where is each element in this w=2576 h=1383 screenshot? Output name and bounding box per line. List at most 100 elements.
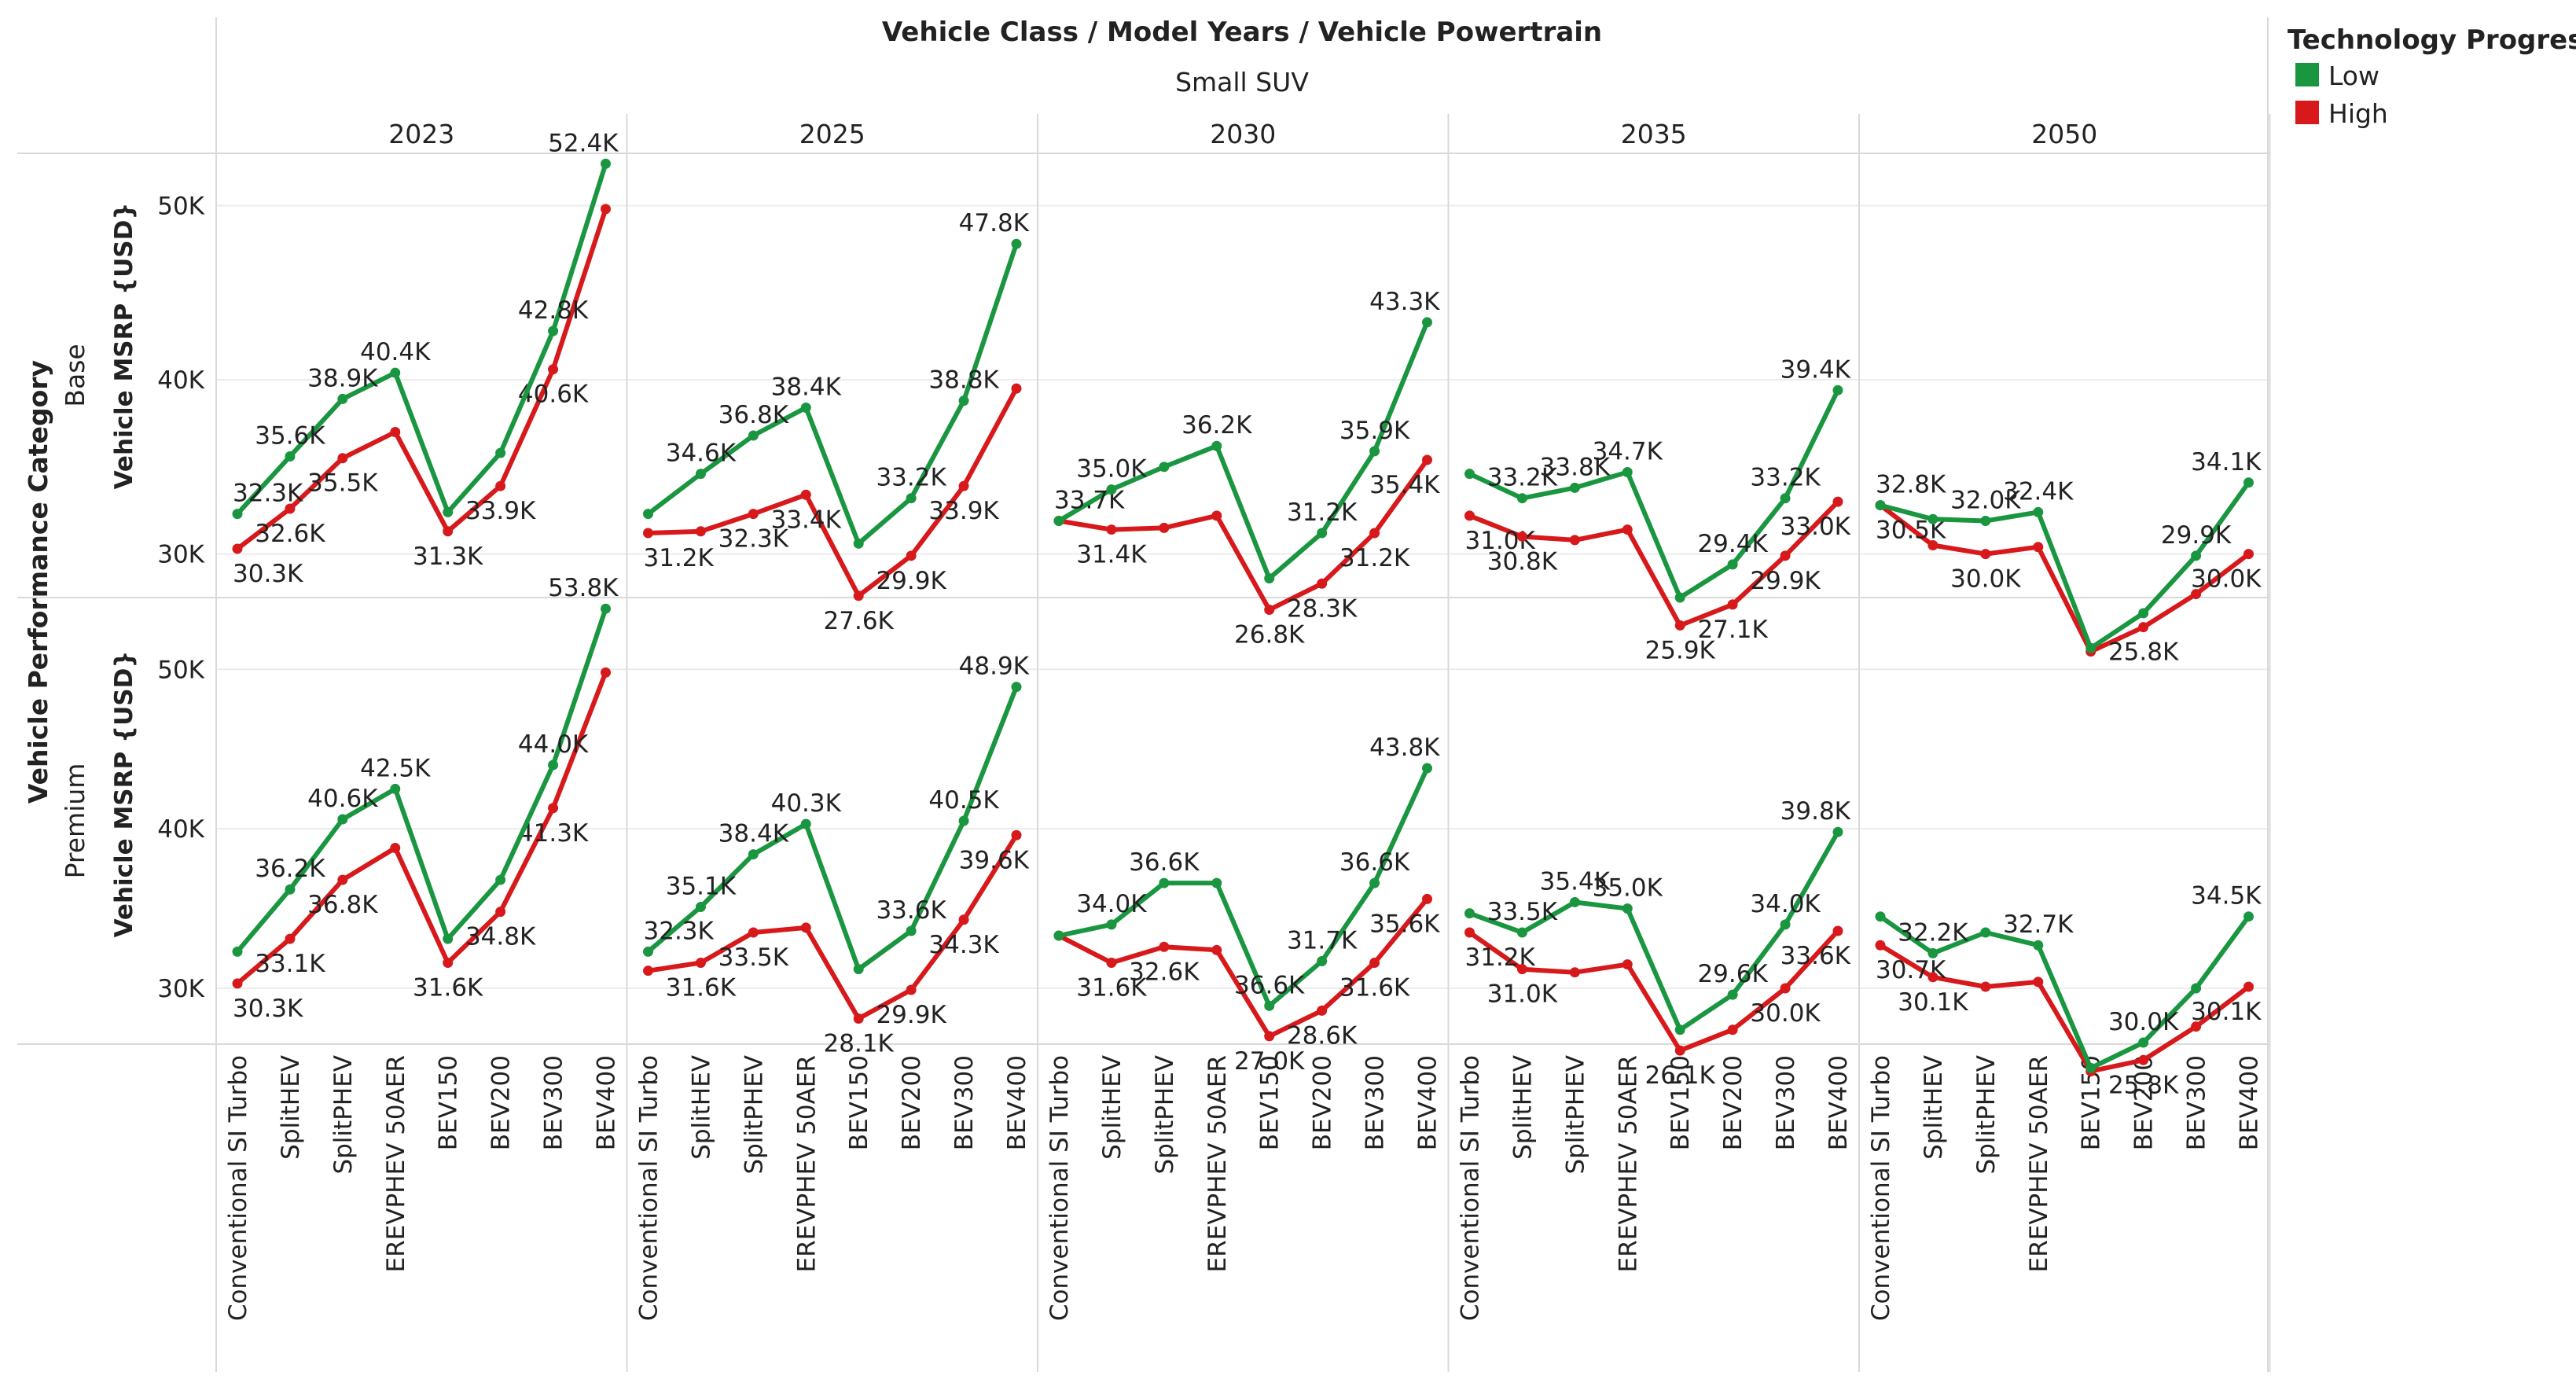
data-point-high[interactable] [1264,605,1275,616]
data-point-low[interactable] [800,818,811,829]
data-point-high[interactable] [443,958,454,969]
data-point-low[interactable] [495,447,506,458]
legend-label-low[interactable]: Low [2328,61,2379,91]
data-point-high[interactable] [1369,958,1380,969]
legend-label-high[interactable]: High [2328,98,2388,129]
data-point-low[interactable] [232,509,243,520]
data-point-low[interactable] [1011,682,1022,693]
data-point-low[interactable] [1053,930,1064,941]
data-point-low[interactable] [643,946,653,957]
data-point-high[interactable] [1927,540,1938,551]
data-point-high[interactable] [443,526,454,537]
data-point-high[interactable] [1727,1024,1738,1035]
legend-swatch-high[interactable] [2295,101,2319,124]
data-point-low[interactable] [443,933,454,944]
data-point-low[interactable] [1211,877,1222,888]
data-point-high[interactable] [643,966,653,977]
data-point-low[interactable] [2191,983,2202,994]
data-point-high[interactable] [1422,454,1432,465]
data-point-low[interactable] [1780,493,1791,504]
data-point-low[interactable] [1927,947,1938,958]
data-point-high[interactable] [390,842,401,853]
data-point-high[interactable] [1516,964,1527,975]
data-point-high[interactable] [548,364,559,375]
data-point-high[interactable] [601,204,611,215]
data-point-high[interactable] [1464,510,1475,521]
data-point-high[interactable] [1980,549,1991,560]
data-point-low[interactable] [390,783,401,794]
data-point-high[interactable] [1211,944,1222,955]
data-point-low[interactable] [1422,763,1432,774]
data-point-low[interactable] [1832,826,1843,837]
data-point-low[interactable] [2243,911,2254,922]
data-point-high[interactable] [1211,510,1222,521]
data-point-high[interactable] [800,489,811,500]
data-point-low[interactable] [2138,1037,2149,1048]
data-point-high[interactable] [2191,1021,2202,1032]
data-point-low[interactable] [853,538,864,549]
data-point-high[interactable] [1727,599,1738,610]
data-point-low[interactable] [1980,927,1991,938]
data-point-high[interactable] [1106,958,1117,969]
data-point-high[interactable] [1780,983,1791,994]
data-point-low[interactable] [548,326,559,337]
data-point-high[interactable] [1011,829,1022,840]
data-point-high[interactable] [1569,967,1580,978]
data-point-low[interactable] [853,964,864,975]
data-point-high[interactable] [1516,531,1527,542]
data-point-high[interactable] [748,927,759,938]
data-point-high[interactable] [853,590,864,601]
data-point-high[interactable] [1674,1045,1685,1056]
data-point-high[interactable] [906,550,917,561]
data-point-high[interactable] [285,503,296,514]
data-point-high[interactable] [1980,981,1991,992]
data-point-low[interactable] [1011,238,1022,249]
data-point-low[interactable] [906,925,917,936]
data-point-low[interactable] [1927,513,1938,524]
data-point-low[interactable] [1464,908,1475,919]
data-point-low[interactable] [1317,956,1328,967]
data-point-low[interactable] [1832,384,1843,395]
data-point-high[interactable] [2243,981,2254,992]
data-point-low[interactable] [1159,877,1170,888]
data-point-high[interactable] [1622,959,1633,970]
data-point-low[interactable] [695,469,706,480]
data-point-low[interactable] [232,946,243,957]
data-point-low[interactable] [285,451,296,462]
data-point-high[interactable] [800,922,811,933]
data-point-low[interactable] [958,815,969,826]
data-point-high[interactable] [1622,524,1633,535]
data-point-low[interactable] [601,603,611,614]
data-point-high[interactable] [906,984,917,995]
data-point-high[interactable] [1422,893,1432,904]
data-point-high[interactable] [1464,927,1475,938]
data-point-low[interactable] [548,760,559,771]
data-point-low[interactable] [1464,469,1475,480]
data-point-low[interactable] [495,874,506,885]
data-point-low[interactable] [1053,516,1064,527]
data-point-low[interactable] [643,509,653,520]
data-point-low[interactable] [1211,440,1222,451]
data-point-low[interactable] [1264,573,1275,584]
data-point-high[interactable] [695,958,706,969]
data-point-high[interactable] [2033,977,2044,988]
data-point-high[interactable] [1569,535,1580,546]
data-point-low[interactable] [2138,608,2149,619]
data-point-low[interactable] [1369,877,1380,888]
data-point-low[interactable] [443,506,454,517]
data-point-high[interactable] [495,907,506,918]
data-point-high[interactable] [2138,1054,2149,1065]
legend-swatch-low[interactable] [2295,63,2319,86]
data-point-high[interactable] [495,480,506,491]
data-point-low[interactable] [1516,493,1527,504]
data-point-low[interactable] [2085,642,2096,653]
data-point-low[interactable] [337,393,348,404]
data-point-low[interactable] [1780,919,1791,930]
data-point-low[interactable] [1674,1024,1685,1035]
data-point-high[interactable] [1264,1031,1275,1042]
data-point-high[interactable] [1317,578,1328,589]
data-point-high[interactable] [1159,522,1170,533]
data-point-low[interactable] [2191,550,2202,561]
data-point-low[interactable] [958,395,969,406]
data-point-low[interactable] [2033,940,2044,951]
